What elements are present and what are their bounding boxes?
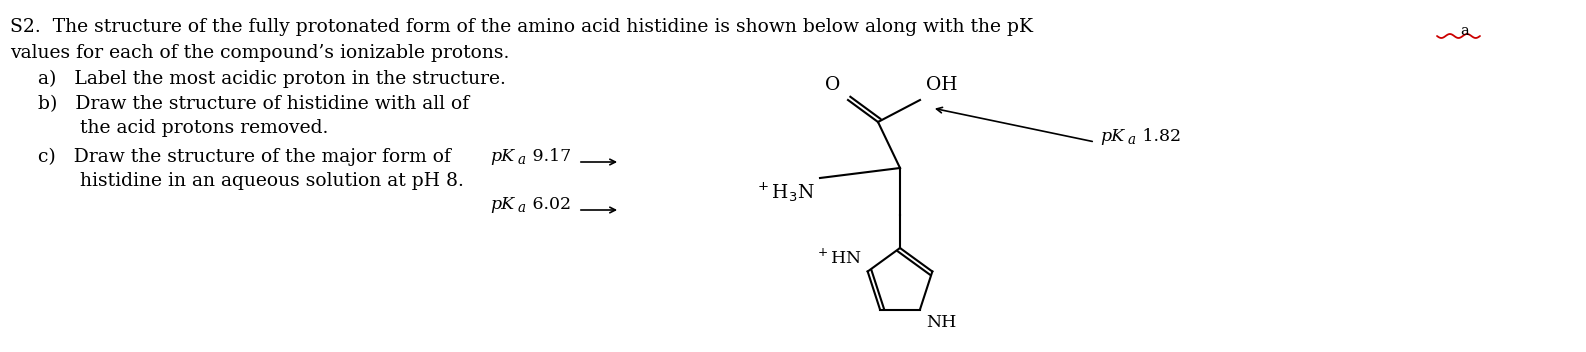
Text: a: a xyxy=(1461,24,1469,38)
Text: 6.02: 6.02 xyxy=(527,196,571,213)
Text: pK: pK xyxy=(1101,128,1124,145)
Text: OH: OH xyxy=(926,76,958,94)
Text: c)   Draw the structure of the major form of: c) Draw the structure of the major form … xyxy=(38,148,450,166)
Text: a: a xyxy=(519,201,527,215)
Text: a: a xyxy=(519,153,527,167)
Text: pK: pK xyxy=(490,148,514,165)
Text: O: O xyxy=(825,76,841,94)
Text: S2.  The structure of the fully protonated form of the amino acid histidine is s: S2. The structure of the fully protonate… xyxy=(10,18,1032,36)
Text: NH: NH xyxy=(926,314,956,331)
Text: the acid protons removed.: the acid protons removed. xyxy=(38,119,328,137)
Text: b)   Draw the structure of histidine with all of: b) Draw the structure of histidine with … xyxy=(38,95,469,113)
Text: values for each of the compound’s ionizable protons.: values for each of the compound’s ioniza… xyxy=(10,44,509,62)
Text: $^+$H$_3$N: $^+$H$_3$N xyxy=(755,181,815,205)
Text: 9.17: 9.17 xyxy=(527,148,571,165)
Text: 1.82: 1.82 xyxy=(1137,128,1182,145)
Text: a: a xyxy=(1128,133,1136,147)
Text: $^+$HN: $^+$HN xyxy=(815,248,861,268)
Text: a)   Label the most acidic proton in the structure.: a) Label the most acidic proton in the s… xyxy=(38,70,506,88)
Text: pK: pK xyxy=(490,196,514,213)
Text: histidine in an aqueous solution at pH 8.: histidine in an aqueous solution at pH 8… xyxy=(38,172,463,190)
